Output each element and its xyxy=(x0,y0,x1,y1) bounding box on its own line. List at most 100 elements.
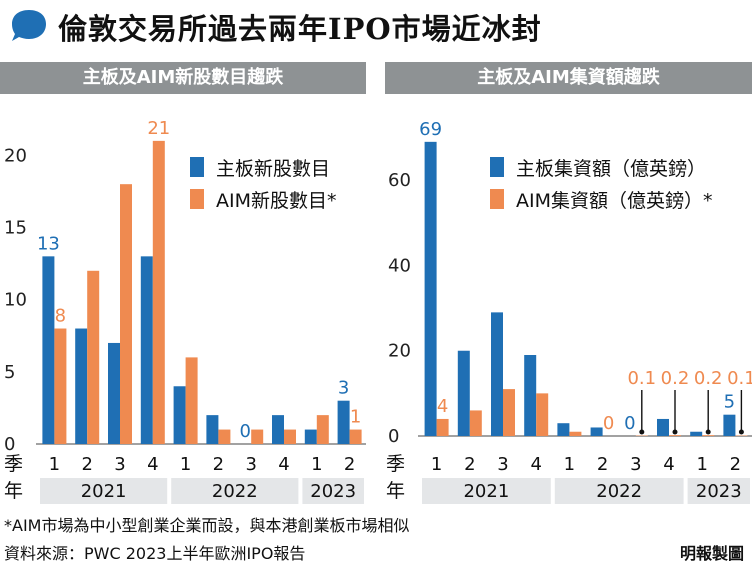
chart2-data-label: 0.2 xyxy=(694,368,723,389)
chart2-quarter-tick-label: 1 xyxy=(696,454,707,475)
chart2-legend-label: 主板集資額（億英鎊） xyxy=(516,158,706,180)
chart1-quarter-tick-label: 4 xyxy=(278,454,289,475)
chart2-callout-dot xyxy=(672,429,678,435)
chart1-quarter-tick-label: 1 xyxy=(49,454,60,475)
chart1-data-label: 1 xyxy=(350,407,361,428)
chart2-legend-swatch xyxy=(490,189,504,209)
chart1-bar-series2-q9 xyxy=(316,415,329,444)
chart1-bar-series1-q10 xyxy=(337,400,350,444)
chart2-bar-series1-q4 xyxy=(524,355,537,436)
chart1-bar-series1-q1 xyxy=(42,256,55,444)
chart1-quarter-tick-label: 4 xyxy=(147,454,158,475)
chart2-year-label: 2022 xyxy=(596,481,642,502)
chart1-year-label: 2021 xyxy=(81,481,127,502)
chart1-year-band xyxy=(40,478,168,504)
chart2-bar-series1-q1 xyxy=(424,141,437,436)
chart1-legend-swatch xyxy=(190,189,204,209)
chart2-legend-swatch xyxy=(490,157,504,177)
chart2-data-label: 0.1 xyxy=(627,368,656,389)
chart1-year-band xyxy=(302,478,364,504)
chart2-year-label: 2021 xyxy=(463,481,509,502)
chart1-quarter-tick-label: 1 xyxy=(180,454,191,475)
speech-bubble-icon xyxy=(12,10,46,41)
chart2-data-label: 0.1 xyxy=(727,368,752,389)
chart2-bar-series1-q9 xyxy=(690,431,703,436)
chart2-bar-series2-q2 xyxy=(469,410,482,436)
chart1-bar-series2-q3 xyxy=(120,184,132,444)
chart1-bar-series2-q7 xyxy=(251,429,264,444)
chart2-quarter-axis-label: 季 xyxy=(386,453,405,475)
chart2-data-label: 5 xyxy=(724,392,735,413)
chart2-bar-series1-q6 xyxy=(590,427,603,436)
right-panel-title: 主板及AIM集資額趨跌 xyxy=(385,62,752,94)
chart1-quarter-tick-label: 2 xyxy=(344,454,355,475)
chart1-y-tick-label: 0 xyxy=(4,434,15,455)
chart1-bar-series1-q5 xyxy=(173,386,186,444)
chart2-y-tick-label: 20 xyxy=(388,341,411,362)
chart2-bar-series2-q3 xyxy=(503,389,515,436)
chart2-data-label: 69 xyxy=(419,119,442,140)
chart2-callout-dot xyxy=(639,429,645,435)
chart1-bar-series1-q8 xyxy=(272,415,284,444)
chart2-legend-label: AIM集資額（億英鎊）* xyxy=(516,190,713,212)
chart1-bar-series2-q8 xyxy=(284,429,296,444)
chart1-legend-swatch xyxy=(190,157,204,177)
chart1-data-label: 3 xyxy=(338,378,349,399)
chart2-bar-series1-q5 xyxy=(557,423,570,436)
source-note: 資料來源：PWC 2023上半年歐洲IPO報告 xyxy=(4,544,306,563)
chart2-bar-series1-q3 xyxy=(491,312,503,436)
chart1-data-label: 13 xyxy=(37,233,60,254)
chart1-y-tick-label: 10 xyxy=(4,290,27,311)
chart1-bar-series2-q2 xyxy=(87,270,100,444)
chart2-quarter-tick-label: 1 xyxy=(431,454,442,475)
chart2-year-band xyxy=(687,478,750,504)
chart1-bar-series2-q5 xyxy=(185,357,198,444)
chart2-bar-series2-q4 xyxy=(536,393,549,436)
chart2-y-tick-label: 60 xyxy=(388,170,411,191)
chart1-quarter-tick-label: 2 xyxy=(213,454,224,475)
chart2-quarter-tick-label: 2 xyxy=(597,454,608,475)
chart2-bar-series2-q8 xyxy=(669,435,681,436)
title-row: 倫敦交易所過去兩年IPO市場近冰封 xyxy=(0,0,752,52)
chart1-year-label: 2023 xyxy=(310,481,356,502)
chart1-y-tick-label: 5 xyxy=(4,362,15,383)
chart1-bar-series1-q9 xyxy=(304,429,317,444)
chart2-data-label: 0.2 xyxy=(661,368,690,389)
footnote: *AIM市場為中小型創業企業而設，與本港創業板市場相似 xyxy=(4,516,410,535)
chart1-data-label: 21 xyxy=(147,118,170,139)
chart2-callout-dot xyxy=(738,429,744,435)
chart2-bar-series2-q9 xyxy=(702,435,715,436)
chart1-year-label: 2022 xyxy=(212,481,258,502)
chart2-bar-series1-q2 xyxy=(457,350,470,436)
chart2-bar-series1-q10 xyxy=(723,414,736,436)
chart2-data-label: 0 xyxy=(624,413,635,434)
chart1-bar-series1-q4 xyxy=(140,256,153,444)
chart1-year-band xyxy=(171,478,299,504)
chart1-data-label: 0 xyxy=(239,421,250,442)
chart2-quarter-tick-label: 4 xyxy=(663,454,674,475)
chart1-bar-series1-q6 xyxy=(206,415,219,444)
chart2-quarter-tick-label: 2 xyxy=(730,454,741,475)
chart2-y-tick-label: 0 xyxy=(388,426,399,447)
left-panel-title: 主板及AIM新股數目趨跌 xyxy=(0,62,366,94)
chart1-bar-series1-q3 xyxy=(108,342,120,444)
chart1-quarter-tick-label: 1 xyxy=(311,454,322,475)
chart1-quarter-tick-label: 2 xyxy=(81,454,92,475)
chart2-year-band xyxy=(554,478,684,504)
chart2-bar-series2-q5 xyxy=(569,431,582,436)
chart2-quarter-tick-label: 1 xyxy=(564,454,575,475)
chart1-y-tick-label: 20 xyxy=(4,145,27,166)
chart2-y-tick-label: 40 xyxy=(388,255,411,276)
chart1-bar-series1-q2 xyxy=(75,328,88,444)
chart1-bar-series2-q4 xyxy=(152,140,165,444)
chart1-quarter-axis-label: 季 xyxy=(4,453,23,475)
chart1-bar-series2-q1 xyxy=(54,328,67,444)
page-title: 倫敦交易所過去兩年IPO市場近冰封 xyxy=(58,12,542,46)
chart2-quarter-tick-label: 3 xyxy=(497,454,508,475)
chart1-data-label: 8 xyxy=(55,306,66,327)
chart2-quarter-tick-label: 4 xyxy=(530,454,541,475)
chart1-year-axis-label: 年 xyxy=(4,480,23,502)
chart1-quarter-tick-label: 3 xyxy=(114,454,125,475)
credit: 明報製圖 xyxy=(679,544,744,563)
